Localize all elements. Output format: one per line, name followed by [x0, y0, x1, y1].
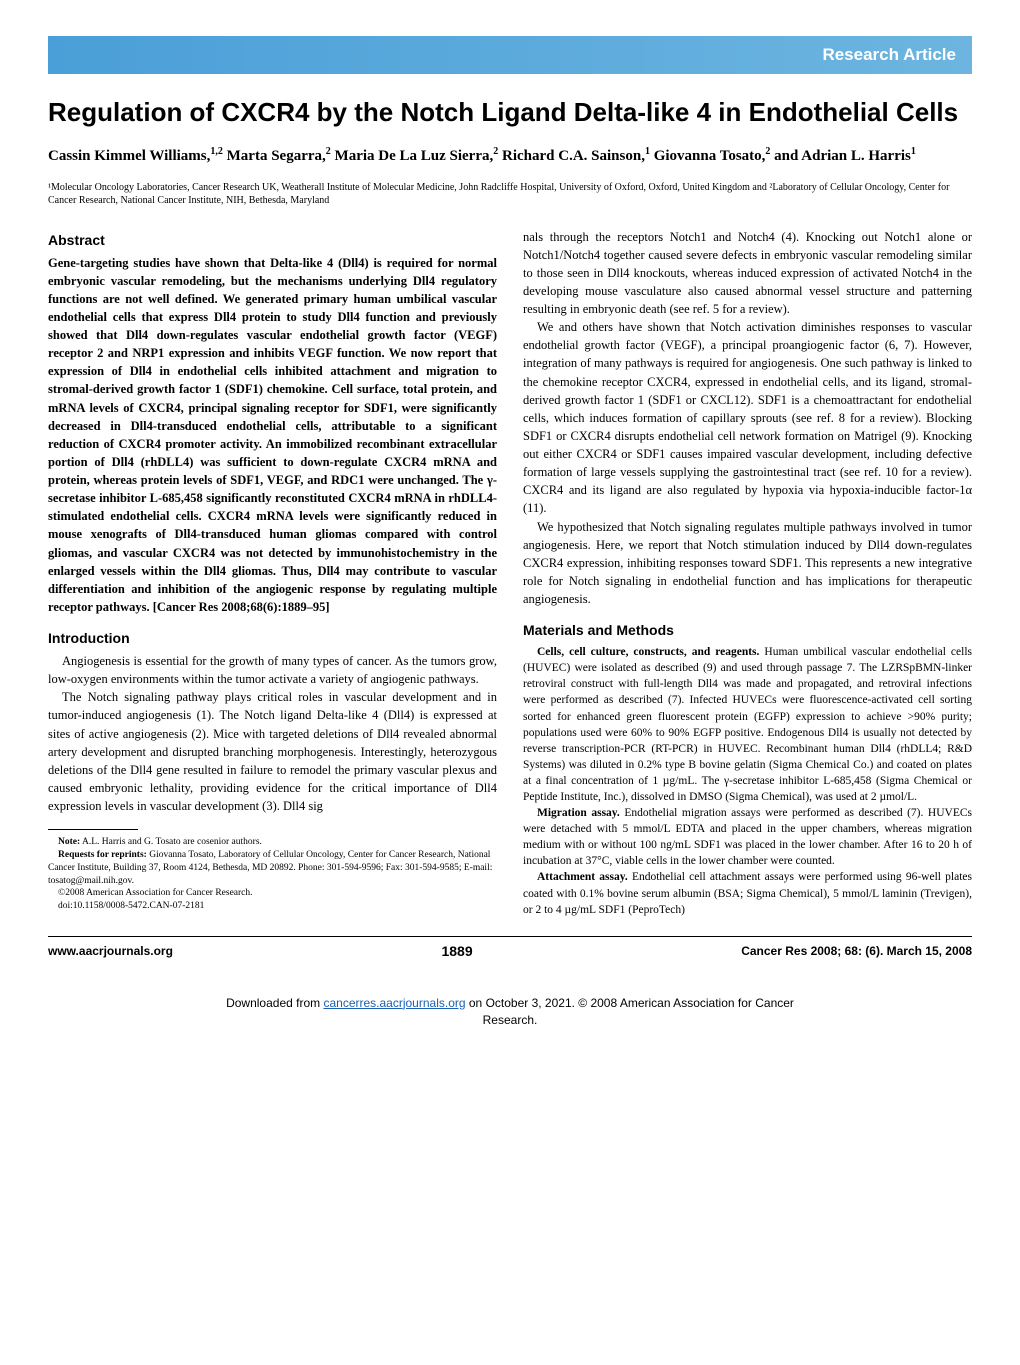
- attachment-runin: Attachment assay.: [537, 871, 628, 883]
- left-column: Abstract Gene-targeting studies have sho…: [48, 228, 497, 918]
- migration-runin: Migration assay.: [537, 807, 620, 819]
- abstract-heading: Abstract: [48, 232, 497, 248]
- cells-runin: Cells, cell culture, constructs, and rea…: [537, 646, 759, 658]
- download-note: Downloaded from cancerres.aacrjournals.o…: [0, 991, 1020, 1037]
- footnotes-rule: [48, 829, 138, 830]
- download-middle: on October 3, 2021. © 2008 American Asso…: [466, 996, 794, 1010]
- introduction-section: Introduction Angiogenesis is essential f…: [48, 630, 497, 815]
- page-root: Research Article Regulation of CXCR4 by …: [0, 0, 1020, 991]
- footnote-copyright: ©2008 American Association for Cancer Re…: [48, 887, 497, 900]
- intro-p2-cont: nals through the receptors Notch1 and No…: [523, 228, 972, 319]
- two-column-layout: Abstract Gene-targeting studies have sho…: [48, 228, 972, 918]
- footnote-reprints: Requests for reprints: Giovanna Tosato, …: [48, 849, 497, 887]
- header-banner: Research Article: [48, 36, 972, 74]
- right-column: nals through the receptors Notch1 and No…: [523, 228, 972, 918]
- download-line2: Research.: [483, 1013, 538, 1027]
- footer-page-number: 1889: [441, 943, 472, 959]
- abstract-text: Gene-targeting studies have shown that D…: [48, 254, 497, 617]
- header-label: Research Article: [822, 45, 956, 65]
- footnote-note: Note: A.L. Harris and G. Tosato are cose…: [48, 836, 497, 849]
- footer-left: www.aacrjournals.org: [48, 944, 173, 958]
- abstract-section: Abstract Gene-targeting studies have sho…: [48, 232, 497, 617]
- methods-migration: Migration assay. Endothelial migration a…: [523, 805, 972, 869]
- methods-section: Materials and Methods Cells, cell cultur…: [523, 622, 972, 918]
- intro-p4: We hypothesized that Notch signaling reg…: [523, 518, 972, 609]
- introduction-heading: Introduction: [48, 630, 497, 646]
- authors-line: Cassin Kimmel Williams,1,2 Marta Segarra…: [48, 145, 972, 167]
- intro-p1: Angiogenesis is essential for the growth…: [48, 652, 497, 688]
- footer-right: Cancer Res 2008; 68: (6). March 15, 2008: [741, 944, 972, 958]
- cells-text: Human umbilical vascular endothelial cel…: [523, 646, 972, 803]
- download-prefix: Downloaded from: [226, 996, 323, 1010]
- methods-cells: Cells, cell culture, constructs, and rea…: [523, 644, 972, 805]
- intro-p2: The Notch signaling pathway plays critic…: [48, 688, 497, 815]
- affiliations: ¹Molecular Oncology Laboratories, Cancer…: [48, 181, 972, 208]
- footnote-doi: doi:10.1158/0008-5472.CAN-07-2181: [48, 900, 497, 913]
- footer-bar: www.aacrjournals.org 1889 Cancer Res 200…: [48, 937, 972, 971]
- intro-p3: We and others have shown that Notch acti…: [523, 318, 972, 517]
- methods-attachment: Attachment assay. Endothelial cell attac…: [523, 869, 972, 917]
- methods-heading: Materials and Methods: [523, 622, 972, 638]
- download-link[interactable]: cancerres.aacrjournals.org: [323, 996, 465, 1010]
- article-title: Regulation of CXCR4 by the Notch Ligand …: [48, 96, 972, 129]
- footnotes-block: Note: A.L. Harris and G. Tosato are cose…: [48, 836, 497, 913]
